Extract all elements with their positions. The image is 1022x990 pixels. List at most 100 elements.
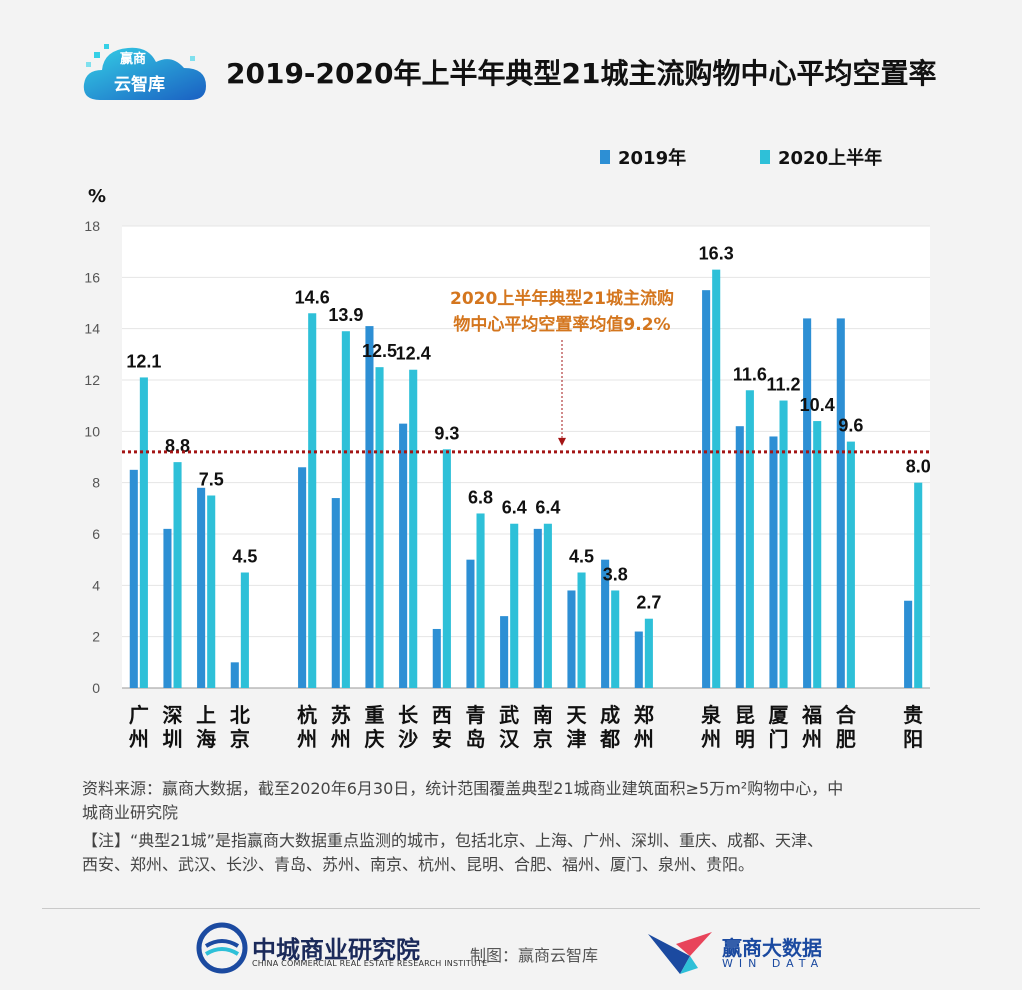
- bar-2019: [735, 426, 744, 688]
- y-axis-unit: %: [88, 186, 107, 207]
- data-label: 6.4: [535, 498, 560, 518]
- x-tick-label: 泉: [700, 703, 722, 727]
- bar-2019: [197, 487, 206, 688]
- bar-2019: [601, 559, 610, 688]
- y-tick-label: 10: [84, 423, 100, 439]
- y-tick-label: 12: [84, 372, 100, 388]
- bar-2019: [836, 318, 845, 688]
- bar-2020h1: [779, 400, 788, 688]
- x-tick-label: 门: [769, 727, 789, 751]
- average-annotation-line-2: 物中心平均空置率均值9.2%: [453, 314, 670, 335]
- bar-2019: [331, 498, 340, 688]
- x-tick-label: 州: [634, 727, 654, 751]
- bar-2019: [500, 616, 509, 688]
- x-tick-label: 津: [567, 727, 587, 751]
- bar-2020h1: [308, 313, 317, 688]
- bar-2019: [533, 528, 542, 688]
- annotation-arrow-icon: [558, 437, 566, 446]
- bar-2019: [432, 628, 441, 688]
- x-tick-label: 杭: [297, 703, 317, 727]
- bar-2020h1: [846, 441, 855, 688]
- y-tick-label: 8: [92, 475, 100, 491]
- x-tick-label: 海: [196, 727, 216, 751]
- bar-2020h1: [510, 523, 519, 688]
- average-annotation-line-1: 2020上半年典型21城主流购: [450, 288, 674, 309]
- source-note-line-1: 资料来源：赢商大数据，截至2020年6月30日，统计范围覆盖典型21城商业建筑面…: [82, 779, 844, 798]
- x-tick-label: 成: [600, 703, 620, 727]
- x-tick-label: 苏: [331, 703, 351, 727]
- bar-2019: [163, 528, 172, 688]
- legend-item-2020h1: 2020上半年: [760, 144, 882, 170]
- data-label: 11.2: [767, 375, 801, 395]
- x-tick-label: 昆: [735, 703, 755, 727]
- source-note-line-2: 城商业研究院: [82, 803, 179, 822]
- x-tick-label: 广: [129, 703, 149, 727]
- data-label: 6.4: [502, 498, 527, 518]
- data-label: 11.6: [733, 364, 767, 384]
- bar-2019: [769, 436, 778, 688]
- x-tick-label: 京: [230, 727, 250, 751]
- institute-name: 中城商业研究院: [252, 935, 420, 964]
- x-tick-label: 天: [567, 703, 588, 727]
- bar-2020h1: [543, 523, 552, 688]
- bar-2020h1: [745, 390, 754, 688]
- bar-2019: [365, 326, 374, 688]
- footnote-line-2: 西安、郑州、武汉、长沙、青岛、苏州、南京、杭州、昆明、合肥、福州、厦门、泉州、贵…: [82, 855, 755, 874]
- y-tick-label: 18: [84, 218, 100, 234]
- data-label: 12.5: [362, 341, 397, 361]
- x-tick-label: 州: [802, 727, 822, 751]
- legend-label-2020h1: 2020上半年: [778, 148, 883, 169]
- data-label: 6.8: [468, 487, 493, 507]
- y-tick-label: 4: [92, 577, 100, 593]
- data-label: 2.7: [636, 593, 661, 613]
- x-tick-label: 长: [398, 703, 419, 727]
- y-tick-label: 2: [92, 629, 100, 645]
- data-label: 7.5: [199, 470, 224, 490]
- data-label: 16.3: [699, 244, 734, 264]
- x-tick-label: 青: [466, 703, 486, 727]
- x-tick-label: 汉: [499, 727, 520, 751]
- footnote-line-1: 【注】“典型21城”是指赢商大数据重点监测的城市，包括北京、上海、广州、深圳、重…: [82, 831, 823, 850]
- cloud-logo-icon: [83, 44, 206, 100]
- x-tick-label: 庆: [365, 727, 385, 751]
- x-tick-label: 北: [230, 703, 250, 727]
- x-tick-label: 南: [533, 703, 553, 727]
- data-label: 12.1: [126, 351, 161, 371]
- x-tick-label: 沙: [398, 727, 418, 751]
- bar-2019: [567, 590, 576, 688]
- x-tick-label: 肥: [836, 727, 856, 751]
- bar-2020h1: [240, 572, 249, 688]
- y-tick-label: 0: [92, 680, 100, 696]
- bar-2020h1: [375, 367, 384, 688]
- institute-name-en: CHINA COMMERCIAL REAL ESTATE RESEARCH IN…: [252, 959, 488, 968]
- bar-2020h1: [207, 495, 216, 688]
- bar-2020h1: [712, 269, 721, 688]
- x-tick-label: 圳: [163, 727, 183, 751]
- x-tick-label: 郑: [634, 703, 654, 727]
- bar-2019: [803, 318, 812, 688]
- bar-2019: [298, 467, 307, 688]
- windata-name-en: WIN DATA: [722, 957, 825, 970]
- bar-2020h1: [644, 618, 653, 688]
- bar-2020h1: [577, 572, 586, 688]
- bar-2019: [399, 423, 408, 688]
- logo-text-bottom: 云智库: [114, 75, 165, 95]
- x-tick-label: 福: [801, 703, 822, 727]
- bar-2019: [230, 662, 239, 688]
- data-label: 9.3: [434, 423, 459, 443]
- windata-logo-icon: [648, 932, 712, 974]
- plot-area: [122, 226, 930, 688]
- x-tick-label: 西: [432, 703, 452, 727]
- x-tick-label: 合: [836, 703, 857, 727]
- x-tick-label: 重: [365, 703, 385, 727]
- bar-2020h1: [914, 482, 923, 688]
- bar-2020h1: [476, 513, 485, 688]
- bar-2020h1: [813, 421, 822, 688]
- bar-2020h1: [442, 449, 451, 688]
- data-label: 4.5: [232, 547, 257, 567]
- bar-2020h1: [139, 377, 148, 688]
- y-tick-label: 6: [92, 526, 100, 542]
- x-tick-label: 州: [331, 727, 351, 751]
- x-tick-label: 明: [735, 727, 755, 751]
